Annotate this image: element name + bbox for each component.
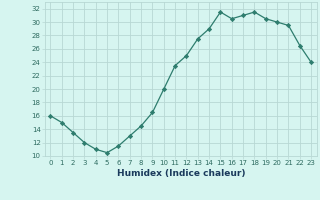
X-axis label: Humidex (Indice chaleur): Humidex (Indice chaleur) [116,169,245,178]
